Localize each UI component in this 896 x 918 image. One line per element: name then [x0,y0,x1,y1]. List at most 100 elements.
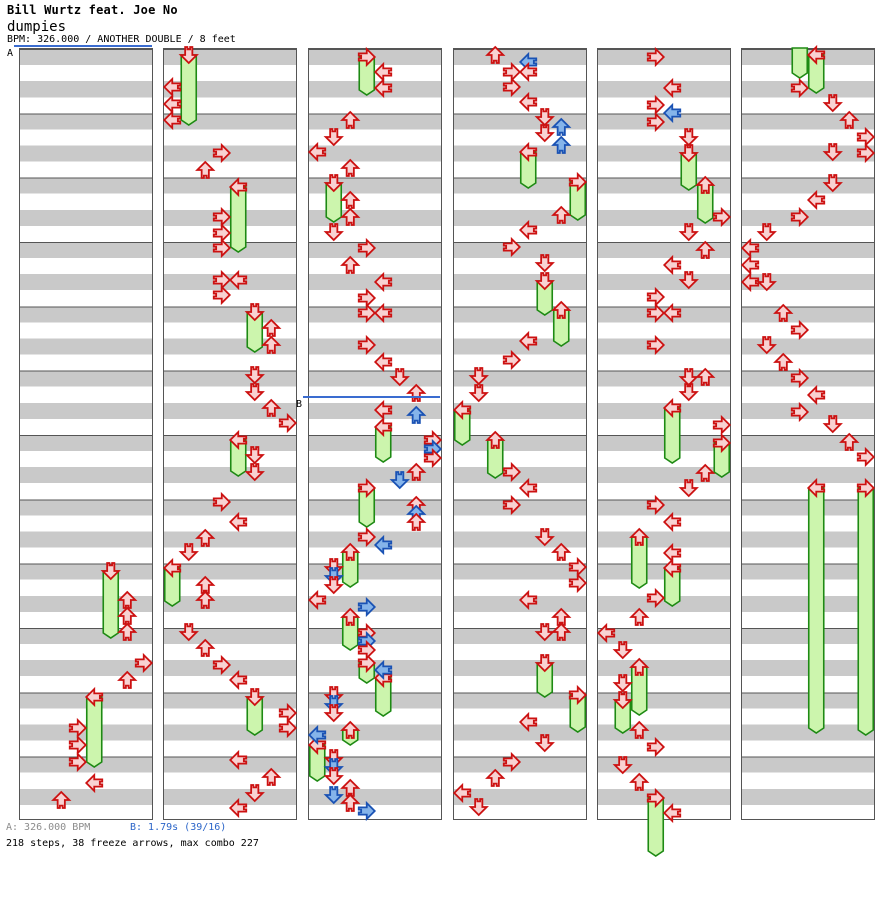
tap-arrow-down [323,223,344,242]
tap-arrow-up [629,720,650,739]
tap-arrow-down [323,576,344,595]
tap-arrow-left [373,61,393,83]
song-artist: Bill Wurtz feat. Joe No [7,3,178,17]
tap-arrow-up [195,160,216,179]
freeze-head-arrow-left [228,429,248,451]
tap-arrow-left [162,93,182,115]
tap-arrow-down [678,368,699,387]
tap-arrow-right [357,302,377,324]
tap-arrow-up-blue [406,405,427,424]
tap-arrow-down [323,767,344,786]
tap-arrow-up [773,303,794,322]
tap-arrow-right [502,751,522,773]
freeze-arrow-bar [630,536,648,589]
tap-arrow-left [662,542,682,564]
tap-arrow-down [244,383,265,402]
tap-arrow-right [856,446,876,468]
tap-arrow-left [740,237,760,259]
tap-arrow-left [518,589,538,611]
freeze-head-arrow-up [340,607,361,626]
tap-arrow-left [84,772,104,794]
tap-arrow-right [357,237,377,259]
tap-arrow-right [646,334,666,356]
tap-arrow-up [406,512,427,531]
freeze-head-arrow-left [662,397,682,419]
tap-arrow-down [244,463,265,482]
tap-arrow-down [534,124,555,143]
tap-arrow-up [195,590,216,609]
chart-panel-6 [740,44,876,820]
tap-arrow-left [662,302,682,324]
tap-arrow-up [485,768,506,787]
tap-arrow-left [228,749,248,771]
freeze-arrow-bar [630,666,648,716]
tap-arrow-right [502,76,522,98]
freeze-head-arrow-down [244,688,265,707]
tap-arrow-left-blue [373,534,393,556]
tap-arrow-right [790,319,810,341]
tap-arrow-left [228,269,248,291]
chart-panel-4 [452,45,588,820]
tap-arrow-right [646,286,666,308]
freeze-head-arrow-right [568,171,588,193]
tap-arrow-up [261,335,282,354]
tap-arrow-down [323,128,344,147]
tap-arrow-right [357,334,377,356]
freeze-head-arrow-left [806,44,826,66]
tap-arrow-left [307,589,327,611]
freeze-head-arrow-down [323,174,344,193]
freeze-arrow-bar [807,487,825,734]
tap-arrow-up [340,190,361,209]
tap-arrow-right [134,652,154,674]
section-marker-label-a: A [7,48,14,59]
tap-arrow-up [551,205,572,224]
tap-arrow-left [373,302,393,324]
chart-panel-3 [307,46,443,822]
tap-arrow-right [856,126,876,148]
tap-arrow-right [646,46,666,68]
tap-arrow-right [712,206,732,228]
tap-arrow-right [68,717,88,739]
tap-arrow-down [612,756,633,775]
tap-arrow-down [756,223,777,242]
tap-arrow-down [244,446,265,465]
tap-arrow-left [373,77,393,99]
freeze-head-arrow-down [178,46,199,65]
tap-arrow-right [790,206,810,228]
tap-arrow-up [629,772,650,791]
tap-arrow-left [373,399,393,421]
tap-arrow-up-blue [551,135,572,154]
tap-arrow-left [662,254,682,276]
tap-arrow-right [68,751,88,773]
tap-arrow-right [856,142,876,164]
tap-arrow-right [212,269,232,291]
footer-step-stats: 218 steps, 38 freeze arrows, max combo 2… [6,838,259,849]
tap-arrow-right [357,287,377,309]
chart-difficulty-meta: BPM: 326.000 / ANOTHER DOUBLE / 8 feet [7,34,236,45]
tap-arrow-right [646,494,666,516]
freeze-arrow-bar [85,696,103,768]
tap-arrow-left-blue [373,659,393,681]
freeze-head-arrow-left [373,416,393,438]
song-title: dumpies [7,19,67,35]
chart-panel-5 [596,46,732,857]
tap-arrow-down [756,336,777,355]
freeze-head-arrow-down [534,654,555,673]
freeze-head-arrow-up [340,542,361,561]
freeze-head-arrow-up [485,430,506,449]
tap-arrow-right [790,77,810,99]
tap-arrow-down [244,366,265,385]
tap-arrow-left-blue [307,724,327,746]
footer-time-marker-b: B: 1.79s (39/16) [130,822,227,833]
tap-arrow-down [468,367,489,386]
freeze-head-arrow-right [646,787,666,809]
tap-arrow-right [278,702,298,724]
tap-arrow-right [502,461,522,483]
freeze-head-arrow-down [678,144,699,163]
tap-arrow-down [822,415,843,434]
tap-arrow-right [212,491,232,513]
tap-arrow-up [695,463,716,482]
freeze-head-arrow-right [568,684,588,706]
tap-arrow-down [612,674,633,693]
tap-arrow-right [568,556,588,578]
